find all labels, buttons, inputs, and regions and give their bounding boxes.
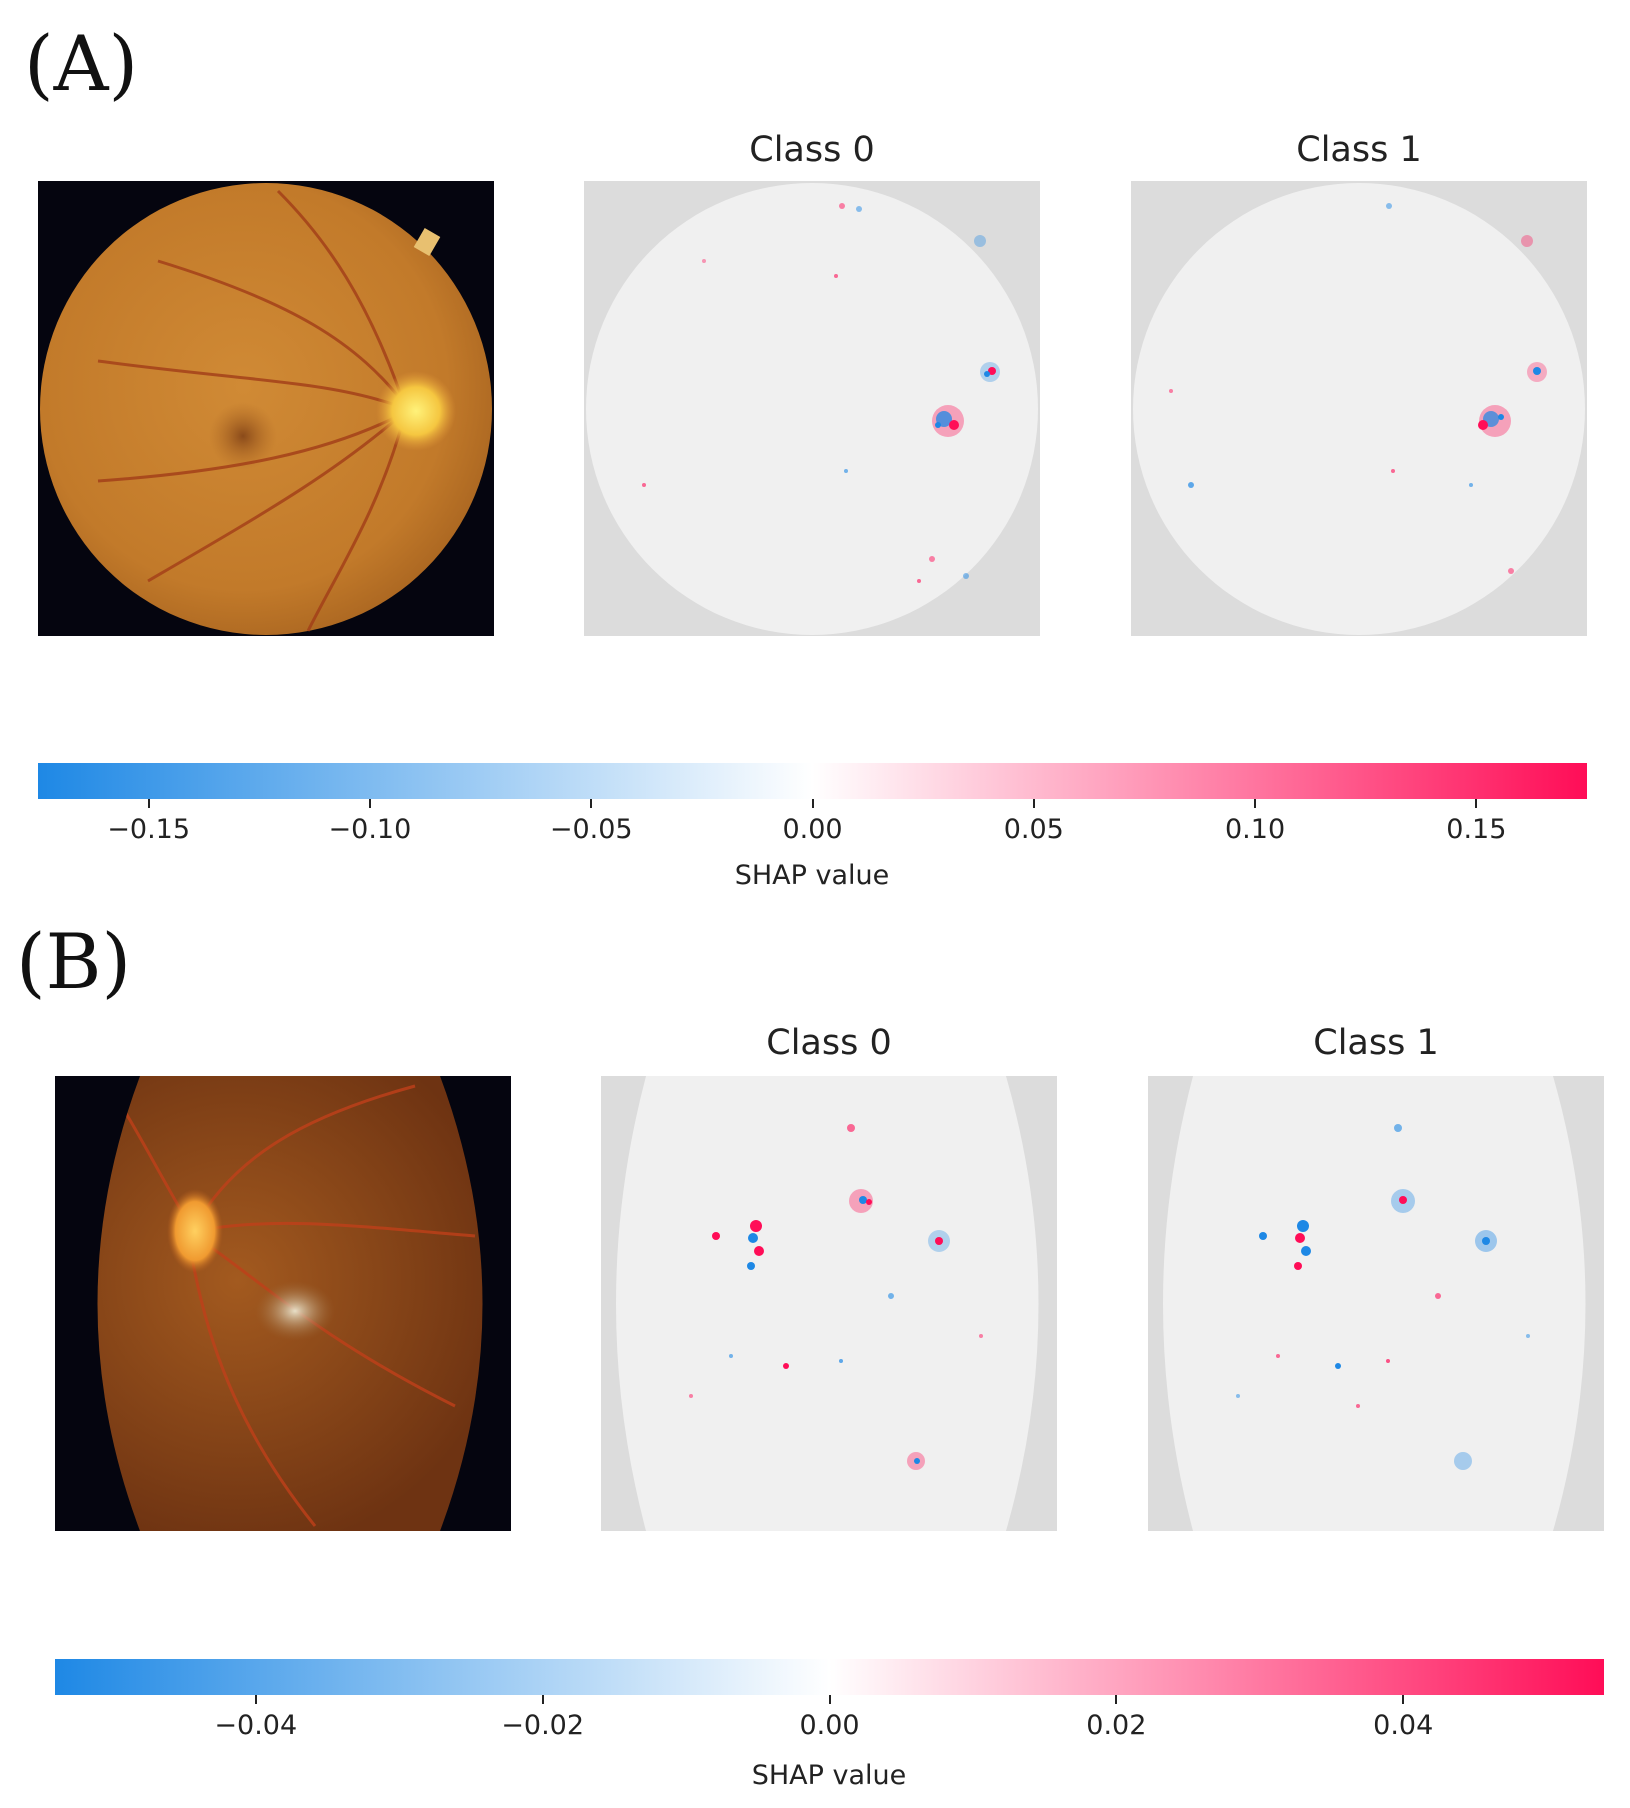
colorbar-tick-label: −0.04 bbox=[214, 1710, 298, 1741]
colorbar-tick-label: −0.05 bbox=[549, 814, 633, 845]
panel-a-shap-class1 bbox=[1131, 181, 1587, 636]
colorbar-tick-label: 0.00 bbox=[799, 1710, 860, 1741]
panel-a-fundus-image bbox=[38, 181, 494, 636]
colorbar-tick bbox=[811, 799, 814, 808]
colorbar-tick bbox=[1254, 799, 1257, 808]
colorbar-tick-label: 0.00 bbox=[782, 814, 843, 845]
colorbar-tick bbox=[1402, 1695, 1405, 1704]
panel-a-shap-class0 bbox=[584, 181, 1040, 636]
panel-a-colorbar-label: SHAP value bbox=[734, 860, 890, 891]
panel-a-title-class0: Class 0 bbox=[749, 130, 875, 170]
colorbar-tick-label: 0.05 bbox=[1003, 814, 1064, 845]
panel-b-colorbar-label: SHAP value bbox=[751, 1760, 907, 1791]
panel-b-shap-class0 bbox=[601, 1076, 1057, 1531]
colorbar-tick bbox=[590, 799, 593, 808]
colorbar-tick bbox=[368, 799, 371, 808]
colorbar-tick-label: −0.10 bbox=[328, 814, 412, 845]
colorbar-tick bbox=[147, 799, 150, 808]
panel-b: (B) Class 0 Class 1 bbox=[0, 900, 1630, 1808]
panel-a-title-class1: Class 1 bbox=[1296, 130, 1422, 170]
colorbar-tick-label: −0.02 bbox=[501, 1710, 585, 1741]
colorbar-tick bbox=[1475, 799, 1478, 808]
colorbar-tick bbox=[254, 1695, 257, 1704]
colorbar-tick bbox=[541, 1695, 544, 1704]
colorbar-tick-label: 0.04 bbox=[1373, 1710, 1434, 1741]
panel-a-label: (A) bbox=[24, 19, 139, 108]
colorbar-tick bbox=[828, 1695, 831, 1704]
panel-b-label: (B) bbox=[16, 917, 132, 1006]
colorbar-tick-label: −0.15 bbox=[107, 814, 191, 845]
panel-b-shap-class1 bbox=[1148, 1076, 1604, 1531]
panel-b-title-class1: Class 1 bbox=[1313, 1023, 1439, 1063]
panel-b-title-class0: Class 0 bbox=[766, 1023, 892, 1063]
panel-a-colorbar bbox=[38, 763, 1587, 799]
colorbar-tick-label: 0.10 bbox=[1225, 814, 1286, 845]
colorbar-tick bbox=[1115, 1695, 1118, 1704]
colorbar-tick bbox=[1032, 799, 1035, 808]
colorbar-tick-label: 0.02 bbox=[1086, 1710, 1147, 1741]
panel-b-fundus-image bbox=[55, 1076, 511, 1531]
colorbar-tick-label: 0.15 bbox=[1446, 814, 1507, 845]
panel-b-colorbar bbox=[55, 1659, 1604, 1695]
panel-a: (A) Class 0 Class 1 bbox=[0, 0, 1630, 900]
